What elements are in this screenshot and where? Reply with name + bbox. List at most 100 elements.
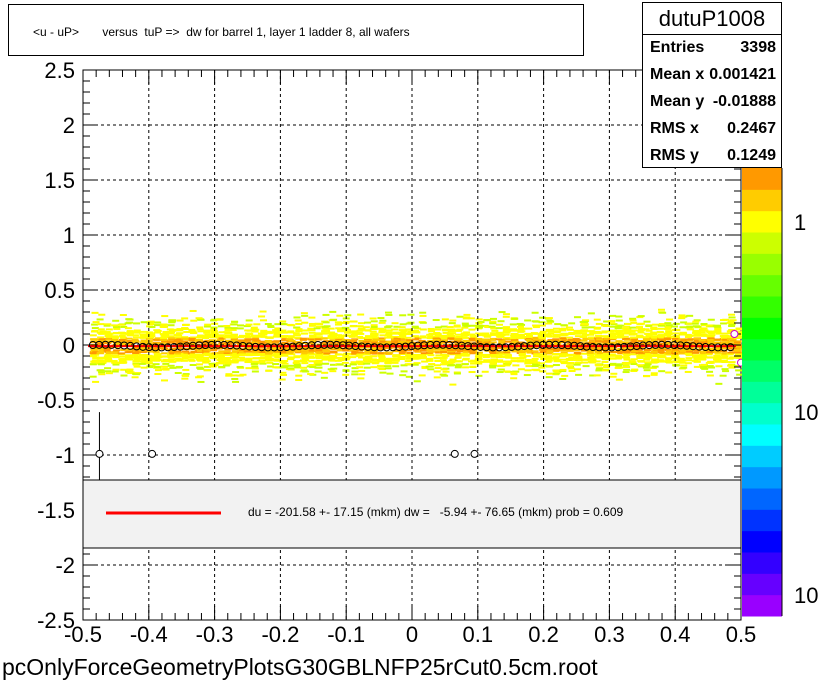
histogram-cell: [722, 346, 730, 349]
x-tick-label: 0.5: [726, 622, 757, 647]
histogram-cell: [538, 366, 546, 369]
histogram-cell: [413, 354, 421, 357]
histogram-cell: [384, 365, 392, 368]
histogram-cell: [243, 350, 251, 353]
histogram-cell: [98, 373, 106, 376]
histogram-cell: [351, 370, 359, 373]
histogram-cell: [104, 334, 112, 337]
histogram-cell: [132, 360, 140, 363]
histogram-cell: [593, 330, 601, 333]
histogram-cell: [372, 338, 380, 341]
profile-point: [707, 343, 716, 352]
histogram-cell: [328, 339, 336, 342]
histogram-cell: [252, 351, 260, 354]
histogram-cell: [637, 351, 645, 354]
histogram-cell: [237, 336, 245, 339]
histogram-cell: [202, 361, 210, 364]
histogram-cell: [300, 346, 308, 349]
histogram-cell: [453, 325, 461, 328]
histogram-cell: [399, 314, 407, 317]
histogram-cell: [673, 364, 681, 367]
histogram-cell: [105, 338, 113, 341]
histogram-cell: [377, 327, 385, 330]
histogram-cell: [405, 363, 413, 366]
histogram-cell: [559, 348, 567, 351]
histogram-cell: [203, 329, 211, 332]
histogram-cell: [589, 352, 597, 355]
histogram-cell: [503, 370, 511, 373]
histogram-cell: [92, 353, 100, 356]
histogram-cell: [343, 334, 351, 337]
histogram-cell: [91, 327, 99, 330]
histogram-cell: [581, 333, 589, 336]
histogram-cell: [603, 336, 611, 339]
histogram-cell: [329, 310, 337, 313]
histogram-cell: [630, 358, 638, 361]
histogram-cell: [413, 380, 421, 383]
histogram-cell: [553, 334, 561, 337]
histogram-cell: [441, 362, 449, 365]
histogram-cell: [678, 343, 686, 346]
histogram-cell: [224, 348, 232, 351]
histogram-cell: [446, 326, 454, 329]
histogram-cell: [727, 330, 735, 333]
histogram-cell: [638, 328, 646, 331]
histogram-cell: [567, 339, 575, 342]
histogram-cell: [559, 370, 567, 373]
histogram-cell: [371, 333, 379, 336]
histogram-cell: [148, 366, 156, 369]
profile-point: [688, 342, 697, 351]
histogram-cell: [684, 336, 692, 339]
histogram-cell: [308, 331, 316, 334]
histogram-cell: [197, 367, 205, 370]
histogram-cell: [560, 349, 568, 352]
histogram-cell: [658, 343, 666, 346]
histogram-cell: [231, 320, 239, 323]
histogram-cell: [537, 334, 545, 337]
profile-point: [370, 343, 379, 352]
histogram-cell: [670, 325, 678, 328]
histogram-cell: [140, 356, 148, 359]
histogram-cell: [734, 349, 742, 352]
histogram-cell: [279, 361, 287, 364]
histogram-cell: [505, 348, 513, 351]
profile-point: [482, 343, 491, 352]
x-tick-label: 0.2: [528, 622, 559, 647]
histogram-cell: [175, 351, 183, 354]
histogram-cell: [573, 368, 581, 371]
histogram-cell: [370, 347, 378, 350]
histogram-cell: [463, 316, 471, 319]
histogram-cell: [167, 356, 175, 359]
histogram-cell: [218, 357, 226, 360]
histogram-cell: [448, 361, 456, 364]
histogram-cell: [336, 353, 344, 356]
profile-point: [307, 341, 316, 350]
histogram-cell: [117, 352, 125, 355]
histogram-cell: [531, 320, 539, 323]
histogram-cell: [468, 333, 476, 336]
histogram-cell: [736, 373, 744, 376]
histogram-cell: [462, 317, 470, 320]
histogram-cell: [589, 374, 597, 377]
histogram-cell: [183, 330, 191, 333]
histogram-cell: [475, 351, 483, 354]
histogram-cell: [595, 355, 603, 358]
histogram-cell: [370, 320, 378, 323]
histogram-cell: [454, 340, 462, 343]
histogram-cell: [197, 359, 205, 362]
histogram-cell: [301, 321, 309, 324]
histogram-cell: [715, 365, 723, 368]
histogram-cell: [629, 341, 637, 344]
histogram-cell: [265, 354, 273, 357]
histogram-cell: [357, 362, 365, 365]
histogram-cell: [642, 338, 650, 341]
histogram-cell: [294, 366, 302, 369]
histogram-cell: [442, 331, 450, 334]
histogram-cell: [203, 341, 211, 344]
histogram-cell: [691, 359, 699, 362]
histogram-cell: [706, 324, 714, 327]
histogram-cell: [524, 332, 532, 335]
histogram-cell: [168, 358, 176, 361]
histogram-cell: [118, 358, 126, 361]
histogram-cell: [370, 324, 378, 327]
